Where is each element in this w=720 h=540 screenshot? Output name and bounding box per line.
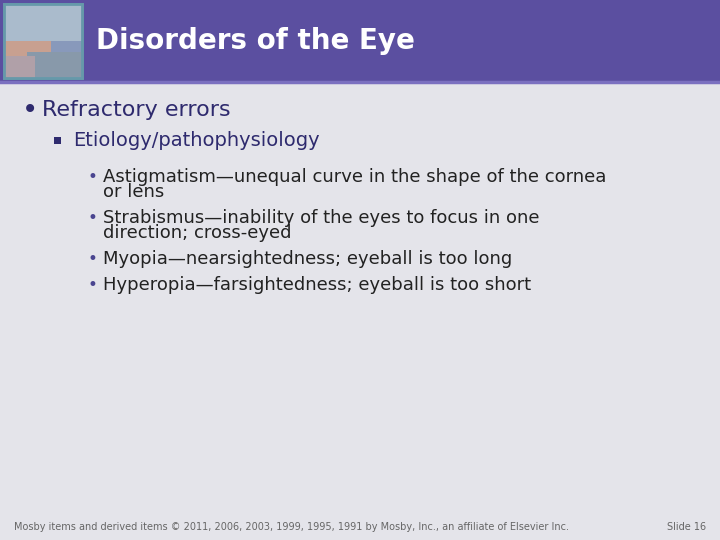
Text: Slide 16: Slide 16: [667, 522, 706, 532]
Bar: [0, 0, 720, 82]
Bar: [4, 56, 35, 78]
Text: •: •: [88, 168, 98, 186]
Text: Mosby items and derived items © 2011, 2006, 2003, 1999, 1995, 1991 by Mosby, Inc: Mosby items and derived items © 2011, 20…: [14, 522, 569, 532]
Text: Disorders of the Eye: Disorders of the Eye: [96, 27, 415, 55]
Bar: [4, 4, 82, 78]
Text: Strabismus—inability of the eyes to focus in one: Strabismus—inability of the eyes to focu…: [103, 209, 539, 227]
Bar: [4, 4, 82, 41]
Text: Etiology/pathophysiology: Etiology/pathophysiology: [73, 131, 320, 150]
Bar: [54, 137, 61, 144]
Bar: [27, 52, 82, 78]
Text: Hyperopia—farsightedness; eyeball is too short: Hyperopia—farsightedness; eyeball is too…: [103, 276, 531, 294]
Bar: [4, 4, 82, 78]
Text: •: •: [22, 96, 38, 124]
Bar: [4, 41, 51, 59]
Text: or lens: or lens: [103, 183, 164, 201]
Text: •: •: [88, 209, 98, 227]
Text: Myopia—nearsightedness; eyeball is too long: Myopia—nearsightedness; eyeball is too l…: [103, 250, 512, 268]
Text: Refractory errors: Refractory errors: [42, 100, 230, 120]
Text: Astigmatism—unequal curve in the shape of the cornea: Astigmatism—unequal curve in the shape o…: [103, 168, 606, 186]
Text: •: •: [88, 276, 98, 294]
Text: direction; cross-eyed: direction; cross-eyed: [103, 224, 292, 242]
Text: •: •: [88, 250, 98, 268]
